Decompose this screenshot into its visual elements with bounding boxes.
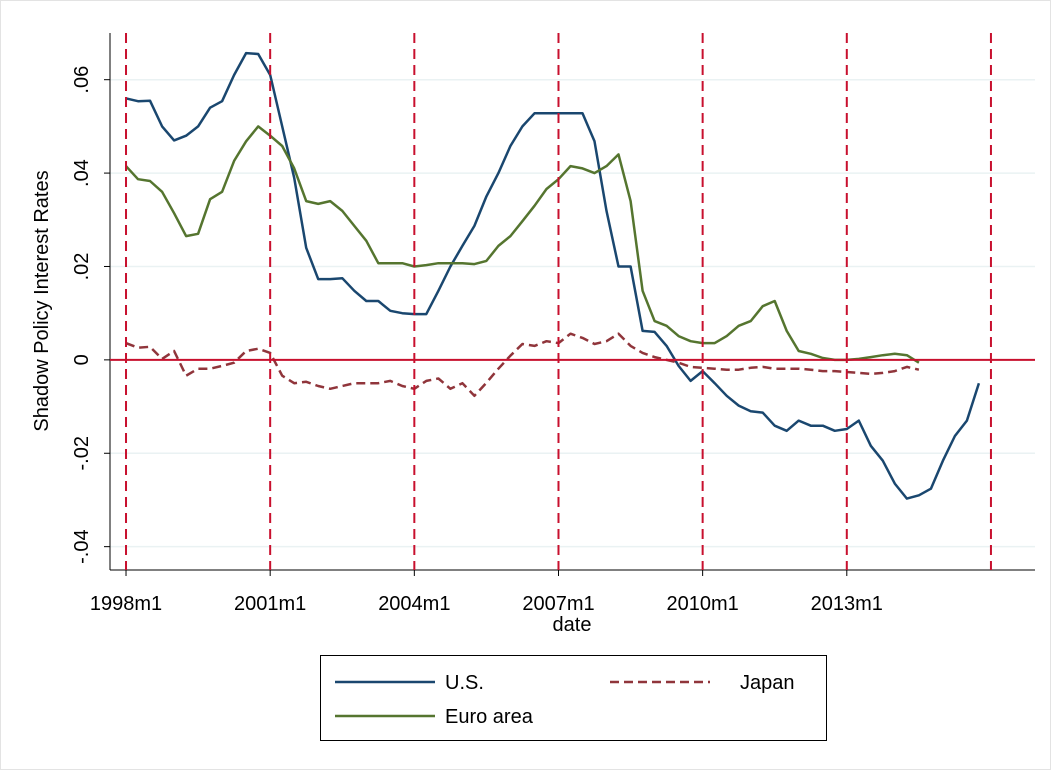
- legend-box: [320, 655, 827, 741]
- x-axis-title: date: [553, 614, 592, 636]
- y-tick-label: .04: [71, 159, 93, 187]
- y-tick-label: -.02: [71, 436, 93, 470]
- x-tick-label: 2001m1: [234, 593, 306, 615]
- x-tick-label: 2004m1: [378, 593, 450, 615]
- y-tick-label: -.04: [71, 529, 93, 563]
- x-tick-label: 2010m1: [667, 593, 739, 615]
- x-tick-label: 1998m1: [90, 593, 162, 615]
- series-line: [125, 332, 920, 398]
- y-tick-label: .06: [71, 66, 93, 94]
- legend-label: Japan: [740, 672, 795, 694]
- y-tick-label: 0: [71, 354, 93, 365]
- y-tick-label: .02: [71, 253, 93, 281]
- legend-label: U.S.: [445, 672, 484, 694]
- x-tick-label: 2013m1: [811, 593, 883, 615]
- x-tick-label: 2007m1: [522, 593, 594, 615]
- series-line: [125, 125, 920, 364]
- legend-label: Euro area: [445, 706, 534, 728]
- y-axis-title: Shadow Policy Interest Rates: [31, 170, 53, 431]
- series-line: [125, 51, 981, 500]
